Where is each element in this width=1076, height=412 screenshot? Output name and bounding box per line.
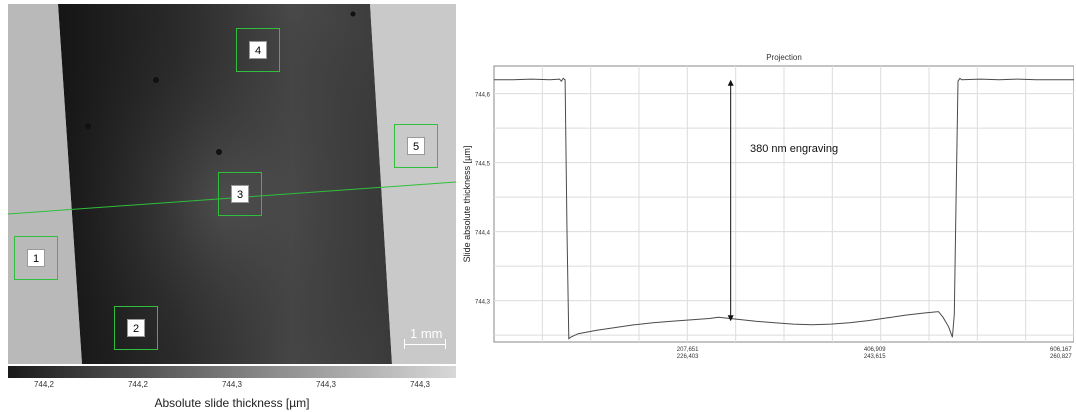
- colorbar: [8, 366, 456, 378]
- roi-box-2: 2: [114, 306, 158, 350]
- projection-chart: Projection 744,6 744,5 744,4 744,3 207,651 2…: [462, 50, 1074, 360]
- x-tick-label: 243,615: [864, 354, 886, 360]
- y-tick-label: 744,3: [475, 300, 491, 306]
- x-tick-label: 406,909: [864, 347, 886, 353]
- roi-label-4: 4: [249, 41, 267, 59]
- y-axis-ticks: 744,6 744,5 744,4 744,3: [475, 93, 491, 306]
- roi-box-3: 3: [218, 172, 262, 216]
- roi-label-2: 2: [127, 319, 145, 337]
- defect-spot: [216, 149, 222, 155]
- colorbar-title: Absolute slide thickness [µm]: [154, 396, 310, 410]
- annotation-text: 380 nm engraving: [750, 143, 838, 155]
- series-line: [494, 77, 1074, 340]
- x-tick-label: 260,827: [1050, 354, 1072, 360]
- y-tick-label: 744,4: [475, 231, 491, 237]
- defect-spot: [85, 123, 91, 129]
- annotation-arrow: [727, 79, 734, 322]
- arrow-head: [727, 79, 734, 86]
- roi-box-5: 5: [394, 124, 438, 168]
- roi-label-5: 5: [407, 137, 425, 155]
- roi-label-3: 3: [231, 185, 249, 203]
- right-slide-region: [370, 4, 456, 364]
- scale-bar-tick: [445, 339, 446, 349]
- colorbar-tick: 744,3: [221, 380, 243, 389]
- left-slide-region: [8, 4, 82, 364]
- arrow-head: [727, 315, 734, 322]
- chart-title: Projection: [766, 53, 802, 62]
- engraved-shading: [58, 4, 392, 364]
- x-tick-label: 226,403: [677, 354, 699, 360]
- colorbar-tick: 744,2: [127, 380, 149, 389]
- scale-bar-label: 1 mm: [410, 326, 443, 341]
- defect-spot: [350, 11, 356, 17]
- roi-box-4: 4: [236, 28, 280, 72]
- x-tick-label: 207,651: [677, 347, 699, 353]
- colorbar-tick: 744,3: [409, 380, 431, 389]
- roi-label-1: 1: [27, 249, 45, 267]
- colorbar-ticks: 744,2 744,2 744,3 744,3 744,3: [8, 380, 456, 394]
- y-axis-label: Slide absolute thickness [µm]: [462, 146, 472, 263]
- defect-spot: [153, 77, 159, 83]
- scale-bar: 1 mm: [400, 326, 450, 350]
- thickness-map: 1 2 3 4 5 1 mm: [8, 4, 456, 364]
- grid: [494, 66, 1074, 342]
- colorbar-tick: 744,2: [33, 380, 55, 389]
- y-tick-label: 744,5: [475, 162, 491, 168]
- roi-box-1: 1: [14, 236, 58, 280]
- x-tick-label: 606,167: [1050, 347, 1072, 353]
- scale-bar-line: [404, 344, 446, 345]
- colorbar-tick: 744,3: [315, 380, 337, 389]
- y-tick-label: 744,6: [475, 93, 491, 99]
- thickness-map-image: [8, 4, 456, 364]
